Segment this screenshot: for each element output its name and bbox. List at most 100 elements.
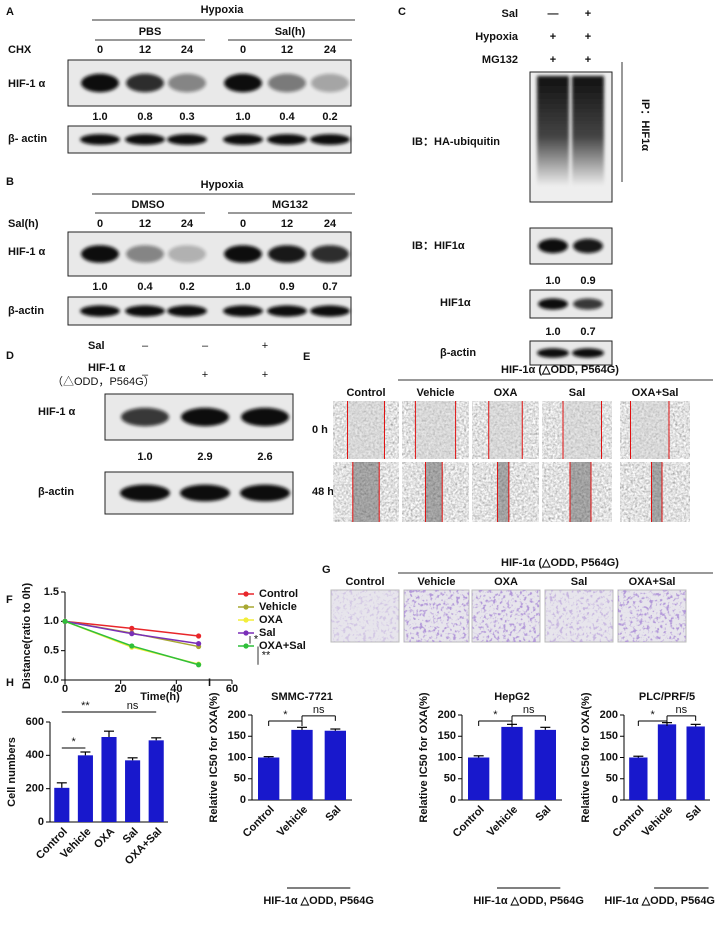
bar <box>77 755 93 822</box>
column-label: OXA <box>494 387 518 399</box>
y-tick-label: 150 <box>228 730 246 742</box>
blot-band <box>126 73 164 93</box>
y-axis-label: Relative IC50 for OXA(%) <box>208 692 220 823</box>
blot-band <box>310 134 350 145</box>
wound-image <box>333 401 399 459</box>
footnote: HIF-1α △ODD, P564G <box>473 895 584 907</box>
ubiquitin-smear <box>537 76 569 186</box>
wound-gap <box>415 401 456 459</box>
y-axis-label: Relative IC50 for OXA(%) <box>418 692 430 823</box>
quantification: 1.0 <box>545 326 560 338</box>
blot-label: HIF-1 α <box>38 406 76 418</box>
transwell-cells <box>331 590 399 642</box>
chart-title: HepG2 <box>494 691 529 703</box>
blot-band <box>223 305 263 317</box>
significance: ns <box>127 700 139 712</box>
chart-title: SMMC-7721 <box>271 691 333 703</box>
blot-band <box>80 134 120 145</box>
header: HIF-1α (△ODD, P564G) <box>501 557 619 569</box>
blot-band <box>125 134 165 145</box>
y-tick-label: 200 <box>26 783 44 795</box>
legend-label: Control <box>259 588 298 600</box>
blot-band <box>120 484 170 502</box>
blot-label: β-actin <box>38 486 74 498</box>
y-tick-label: 1.5 <box>44 586 59 598</box>
bar <box>534 729 556 800</box>
quantification: 0.4 <box>279 111 295 123</box>
footnote: HIF-1α △ODD, P564G <box>263 895 374 907</box>
y-tick-label: 50 <box>444 773 456 785</box>
header: HIF-1α (△ODD, P564G) <box>501 364 619 376</box>
lane-label: 12 <box>281 218 293 230</box>
wound-image <box>472 401 539 459</box>
legend-label: Vehicle <box>259 601 297 613</box>
legend-label: OXA+Sal <box>259 640 306 652</box>
lane-label: 24 <box>324 44 337 56</box>
row-label: 48 h <box>312 486 334 498</box>
wound-image <box>472 462 539 522</box>
data-point <box>129 625 135 631</box>
footnote: HIF-1α △ODD, P564G <box>604 895 715 907</box>
x-axis-label: Time(h) <box>140 691 180 703</box>
legend-marker <box>243 630 249 636</box>
significance: ns <box>676 704 688 716</box>
blot-band <box>268 73 306 93</box>
legend-marker <box>243 617 249 623</box>
row-label: HIF-1 α <box>88 362 126 374</box>
column-label: OXA <box>494 576 518 588</box>
quantification: 2.6 <box>257 451 272 463</box>
quantification: 0.3 <box>179 111 194 123</box>
blot-band <box>267 134 307 145</box>
chart-title: PLC/PRF/5 <box>639 691 695 703</box>
blot-band <box>168 73 206 93</box>
row-label: Sal <box>88 340 105 352</box>
wound-image <box>402 401 469 459</box>
treatment-mark: + <box>550 31 556 43</box>
y-axis-label: Cell numbers <box>6 737 18 807</box>
wound-gap <box>488 401 523 459</box>
blot-label: HIF-1 α <box>8 246 46 258</box>
wound-gap <box>347 401 385 459</box>
wound-image <box>620 401 690 459</box>
blot-band <box>81 73 119 93</box>
transwell-cells <box>404 590 469 642</box>
blot-band <box>167 305 207 317</box>
bar <box>324 730 346 800</box>
quantification: 1.0 <box>545 275 560 287</box>
data-point <box>62 618 68 624</box>
treatment-mark: + <box>262 340 268 352</box>
column-label: Sal <box>569 387 586 399</box>
blot-band <box>224 245 262 263</box>
treatment-mark: + <box>550 54 556 66</box>
x-tick-label: Vehicle <box>640 804 675 839</box>
x-tick-label: Control <box>610 804 646 840</box>
x-tick-label: Vehicle <box>275 804 310 839</box>
blot-band <box>537 348 569 358</box>
quantification: 0.9 <box>279 281 294 293</box>
blot-band <box>268 245 306 263</box>
column-label: Sal <box>571 576 588 588</box>
quantification: 0.2 <box>179 281 194 293</box>
data-point <box>196 633 202 639</box>
significance: * <box>283 709 288 721</box>
quantification: 0.9 <box>580 275 595 287</box>
blot-band <box>167 134 207 145</box>
blot-band <box>168 245 206 263</box>
bar <box>629 757 648 800</box>
row-sublabel: （△ODD，P564G） <box>52 375 155 388</box>
wound-gap <box>352 462 380 522</box>
lane-label: 24 <box>324 218 337 230</box>
bar <box>101 737 117 822</box>
blot-band <box>573 298 603 310</box>
treatment-mark: – <box>142 340 149 352</box>
y-tick-label: 150 <box>600 730 618 742</box>
quantification: 2.9 <box>197 451 212 463</box>
group: DMSO <box>132 199 165 211</box>
y-tick-label: 150 <box>438 730 456 742</box>
legend-marker <box>243 604 249 610</box>
group: MG132 <box>272 199 308 211</box>
significance: * <box>254 634 259 646</box>
y-tick-label: 0 <box>240 794 246 806</box>
treatment-mark: + <box>585 31 591 43</box>
wound-image <box>542 401 612 459</box>
